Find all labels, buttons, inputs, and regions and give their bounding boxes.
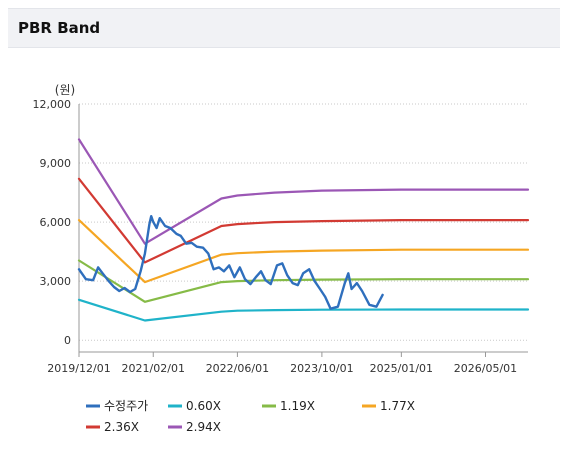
x-tick-label: 2021/02/01 <box>122 362 185 375</box>
legend-label: 수정주가 <box>104 399 148 413</box>
legend: 수정주가 0.60X 1.19X 1.77X 2.36X 2.94X <box>86 399 415 434</box>
legend-label: 2.94X <box>186 420 221 434</box>
panel-header: PBR Band <box>8 8 560 48</box>
panel-title: PBR Band <box>18 19 101 37</box>
x-tick-label: 2026/05/01 <box>454 362 517 375</box>
x-tick-label: 2022/06/01 <box>206 362 269 375</box>
y-tick-label: 12,000 <box>33 98 72 111</box>
legend-label: 1.77X <box>380 399 415 413</box>
legend-label: 2.36X <box>104 420 139 434</box>
axes: 0 3,000 6,000 9,000 12,000(원) 2019/12/01 2021/… <box>33 83 528 375</box>
pbr-band-panel: PBR Band <box>8 8 560 448</box>
series-line-2.36X <box>77 177 530 264</box>
series-line-1.77X <box>77 219 530 284</box>
x-tick-label: 2023/10/01 <box>290 362 353 375</box>
y-tick-label: 9,000 <box>40 157 72 170</box>
series-line-0.60X <box>77 298 530 322</box>
y-tick-label: 3,000 <box>40 275 72 288</box>
series-line-수정주가 <box>77 214 384 310</box>
legend-label: 1.19X <box>280 399 315 413</box>
series-line-1.19X <box>77 259 530 303</box>
y-tick-label: 0 <box>64 334 71 347</box>
y-unit-label: (원) <box>55 83 75 97</box>
x-tick-label: 2019/12/01 <box>47 362 110 375</box>
y-tick-label: 6,000 <box>40 216 72 229</box>
legend-label: 0.60X <box>186 399 221 413</box>
series-group <box>77 138 530 322</box>
series-line-2.94X <box>77 138 530 245</box>
x-tick-label: 2025/01/01 <box>370 362 433 375</box>
